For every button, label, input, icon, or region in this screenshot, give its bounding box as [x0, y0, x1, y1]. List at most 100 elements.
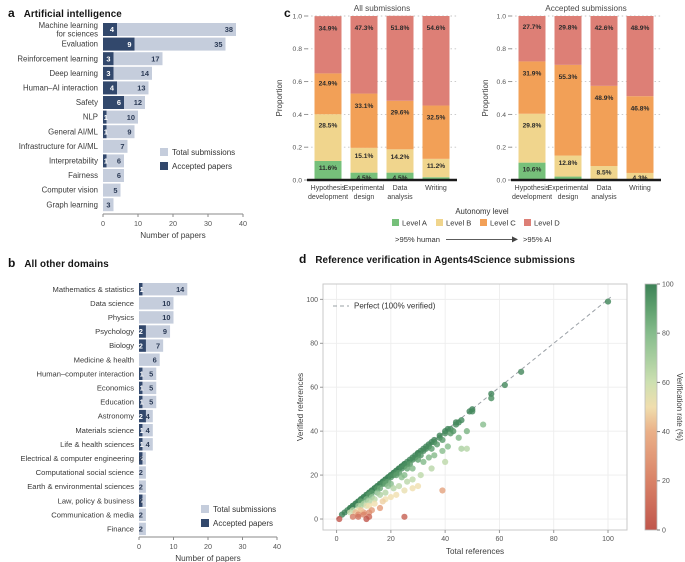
stack-segment	[422, 105, 450, 159]
scatter-point	[463, 428, 470, 435]
stack-segment	[314, 73, 342, 115]
bar-total	[103, 110, 138, 124]
bar-total	[139, 283, 188, 296]
bar-accepted	[103, 125, 107, 139]
bar-accepted	[139, 339, 146, 352]
segment-pct-label: 54.6%	[427, 25, 446, 32]
category-label: Life & health sciences	[60, 440, 134, 449]
bar-total	[103, 183, 121, 197]
y-tick-label: 0.8	[293, 46, 303, 53]
scatter-point	[371, 500, 378, 507]
legend-swatch	[392, 219, 399, 226]
colorbar-tick-label: 20	[662, 478, 670, 485]
bar-accepted	[103, 154, 107, 168]
x-tick-label: 20	[169, 219, 177, 228]
scatter-point	[420, 458, 427, 466]
y-tick-label: 1.0	[293, 13, 303, 20]
x-tick-label: 0	[137, 542, 141, 551]
category-label: development	[308, 194, 348, 201]
stack-segment	[350, 147, 378, 173]
panel-d-header: d Reference verification in Agents4Scien…	[293, 252, 685, 268]
y-axis-title: Proportion	[275, 80, 284, 117]
category-label: Data	[393, 185, 408, 192]
segment-pct-label: 15.1%	[355, 153, 374, 160]
scatter-point	[428, 465, 435, 472]
total-value-label: 38	[225, 25, 233, 34]
category-label: Mathematics & statistics	[53, 285, 135, 294]
stack-segment	[554, 16, 582, 65]
stack-segment	[422, 16, 450, 106]
bar-total	[139, 522, 146, 536]
accepted-value-label: 4	[110, 25, 115, 34]
scatter-point	[376, 491, 384, 498]
scatter-point	[447, 430, 454, 437]
bar-total	[139, 311, 174, 324]
bar-accepted	[139, 424, 143, 437]
legend-swatch	[201, 519, 209, 527]
x-tick-label: 40	[239, 219, 247, 228]
scatter-point	[488, 390, 495, 397]
total-value-label: 10	[127, 113, 135, 122]
stack-segment	[350, 16, 378, 94]
bar-accepted	[103, 96, 124, 109]
bar-total	[139, 480, 146, 493]
accepted-value-label: 4	[110, 84, 115, 93]
scatter-point	[425, 454, 432, 461]
legend-label: Total submissions	[172, 148, 235, 157]
stack-segment	[626, 172, 654, 180]
segment-pct-label: 48.9%	[595, 95, 614, 102]
segment-pct-label: 12.8%	[559, 160, 578, 167]
scatter-point	[458, 417, 465, 424]
subchart-title: Accepted submissions	[545, 4, 626, 13]
scatter-point	[439, 447, 446, 455]
segment-pct-label: 11.2%	[427, 163, 445, 170]
segment-pct-label: 29.8%	[523, 122, 542, 129]
total-value-label: 6	[117, 171, 121, 180]
total-value-label: 3	[106, 200, 110, 209]
panel-a-label: a	[8, 6, 15, 20]
scatter-point	[439, 487, 446, 494]
x-tick-label: 30	[204, 219, 212, 228]
category-label: Human–AI interaction	[23, 84, 98, 93]
colorbar-title: Verification rate (%)	[675, 373, 684, 441]
stack-segment	[626, 96, 654, 173]
legend-swatch	[201, 505, 209, 513]
category-label: Data	[597, 185, 612, 192]
category-label: NLP	[83, 113, 98, 122]
bar-total	[139, 367, 157, 380]
y-tick-label: 0.2	[293, 145, 303, 152]
category-label: Interpretability	[49, 157, 98, 166]
bar-accepted	[139, 438, 143, 451]
y-tick-label: 0.6	[497, 79, 507, 86]
stack-segment	[314, 160, 342, 180]
scatter-point	[469, 408, 476, 415]
scatter-point	[463, 445, 470, 452]
segment-pct-label: 27.7%	[523, 24, 542, 31]
scatter-point	[401, 487, 408, 494]
panel-c-chart: All submissions 0.0 0.2 0.4 0.6 0.8 1.0 Proport…	[275, 4, 661, 244]
total-value-label: 10	[162, 313, 170, 322]
scatter-point	[376, 504, 384, 512]
x-tick-label: 80	[550, 536, 558, 543]
total-value-label: 4	[146, 412, 151, 421]
category-label: General AI/ML	[48, 127, 99, 136]
scatter-point	[458, 445, 465, 452]
segment-pct-label: 4.5%	[356, 175, 371, 182]
category-label: Writing	[425, 185, 447, 192]
category-label: Reinforcement learning	[17, 54, 98, 63]
category-label: Psychology	[95, 327, 134, 336]
scatter-point	[414, 456, 422, 463]
bar-accepted	[103, 110, 107, 124]
segment-pct-label: 8.5%	[596, 169, 611, 176]
bar-total	[103, 52, 163, 66]
category-label: for sciences	[56, 29, 98, 38]
stack-segment	[386, 15, 414, 101]
total-value-label: 6	[117, 157, 121, 166]
stack-segment	[554, 64, 582, 156]
scatter-point	[452, 421, 460, 428]
category-label: Materials science	[75, 426, 134, 435]
bar-accepted	[139, 395, 143, 409]
x-tick-label: 40	[441, 536, 449, 543]
panel-d-title: Reference verification in Agents4Science…	[315, 255, 575, 266]
stack-segment	[554, 155, 582, 177]
